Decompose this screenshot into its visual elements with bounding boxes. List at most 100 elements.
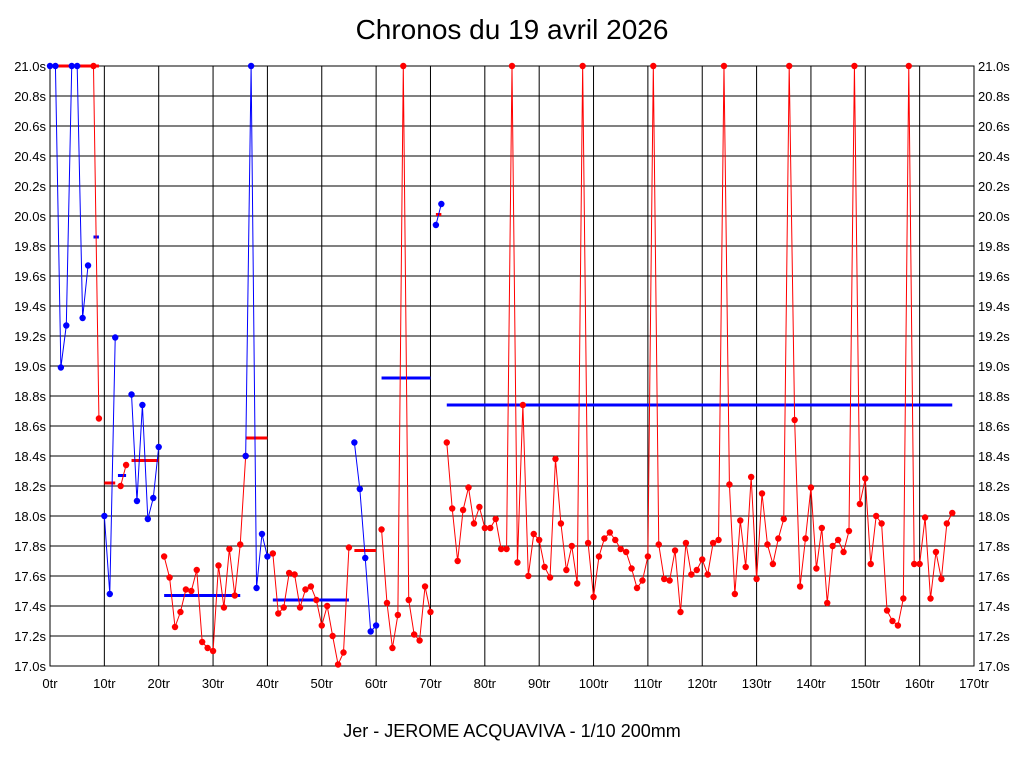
data-point [427, 608, 434, 616]
y-tick-label-right: 17.8s [978, 539, 1010, 554]
data-point [459, 506, 467, 514]
data-point [883, 607, 891, 614]
y-tick-label-right: 20.0s [978, 209, 1010, 224]
grid-lines [49, 65, 975, 667]
data-point [612, 536, 619, 544]
data-point [492, 515, 499, 523]
data-point [807, 484, 815, 491]
data-point [73, 62, 81, 70]
data-point [655, 541, 662, 548]
y-tick-label-left: 20.8s [14, 89, 46, 104]
data-point [362, 554, 369, 562]
data-point [747, 473, 755, 481]
y-tick-label-left: 20.4s [14, 149, 46, 164]
data-point [302, 586, 309, 593]
series-group [351, 439, 380, 635]
data-point [699, 556, 706, 563]
series-line [163, 455, 247, 652]
data-point [856, 500, 864, 508]
y-tick-label-left: 18.2s [14, 479, 46, 494]
data-point [601, 535, 608, 542]
data-point [639, 577, 646, 584]
data-point [112, 334, 119, 341]
data-point [242, 452, 249, 460]
series-line [103, 337, 116, 595]
y-tick-label-right: 17.0s [978, 659, 1010, 674]
data-point [590, 593, 597, 601]
data-point [63, 322, 70, 329]
x-tick-label: 110tr [634, 676, 663, 691]
data-point [432, 221, 440, 229]
data-point [487, 524, 494, 532]
data-point [606, 529, 614, 536]
data-point [552, 455, 559, 463]
data-point [845, 527, 853, 535]
data-point [52, 62, 59, 70]
data-point [932, 548, 940, 556]
x-tick-label: 130tr [742, 676, 772, 691]
x-tick-label: 120tr [687, 676, 717, 691]
y-tick-label-left: 18.8s [14, 389, 46, 404]
chart-caption: Jer - JEROME ACQUAVIVA - 1/10 200mm [343, 721, 681, 741]
series-group [128, 391, 162, 523]
y-tick-label-right: 18.4s [978, 449, 1010, 464]
data-point [503, 545, 510, 553]
chart-title: Chronos du 19 avril 2026 [355, 14, 669, 45]
data-point [470, 520, 478, 527]
data-point [688, 571, 695, 578]
data-point [786, 62, 793, 70]
data-point [345, 544, 353, 551]
y-tick-label-left: 19.8s [14, 239, 46, 254]
data-point [318, 622, 325, 629]
data-point [508, 62, 516, 70]
series-group [117, 461, 130, 490]
data-point [628, 565, 635, 572]
data-point [155, 443, 162, 451]
data-point [209, 647, 217, 655]
data-point [334, 661, 342, 668]
data-point [753, 575, 760, 583]
data-point [574, 580, 581, 587]
y-tick-label-right: 19.0s [978, 359, 1010, 374]
data-point [84, 262, 92, 269]
series-line [353, 442, 377, 633]
series-group [432, 200, 445, 229]
data-point [122, 461, 130, 469]
series-group [378, 62, 434, 652]
data-point [824, 599, 831, 607]
x-tick-label: 40tr [256, 676, 279, 691]
y-tick-label-right: 21.0s [978, 59, 1010, 74]
data-point [595, 553, 603, 560]
data-point [535, 536, 543, 544]
y-tick-label-left: 20.0s [14, 209, 46, 224]
data-point [900, 595, 907, 602]
y-tick-label-left: 17.2s [14, 629, 46, 644]
data-point [378, 526, 385, 533]
data-point [220, 604, 228, 611]
data-point [394, 611, 402, 619]
data-point [171, 623, 179, 631]
data-point [851, 62, 858, 70]
series-line [120, 464, 127, 487]
data-point [340, 649, 347, 656]
data-point [677, 608, 684, 616]
data-point [715, 536, 722, 544]
data-point [530, 530, 537, 538]
x-tick-label: 50tr [311, 676, 334, 691]
data-point [671, 547, 679, 554]
data-point [258, 530, 266, 538]
data-point [872, 512, 880, 520]
data-point [324, 602, 331, 610]
data-point [541, 563, 548, 571]
data-point [650, 62, 657, 70]
x-tick-label: 80tr [474, 676, 497, 691]
data-point [57, 364, 65, 371]
data-point [802, 535, 809, 542]
series-line [131, 394, 160, 520]
data-point [726, 481, 733, 488]
data-point [546, 574, 554, 581]
data-point [253, 584, 260, 592]
data-point [226, 545, 233, 553]
data-point [927, 595, 934, 602]
